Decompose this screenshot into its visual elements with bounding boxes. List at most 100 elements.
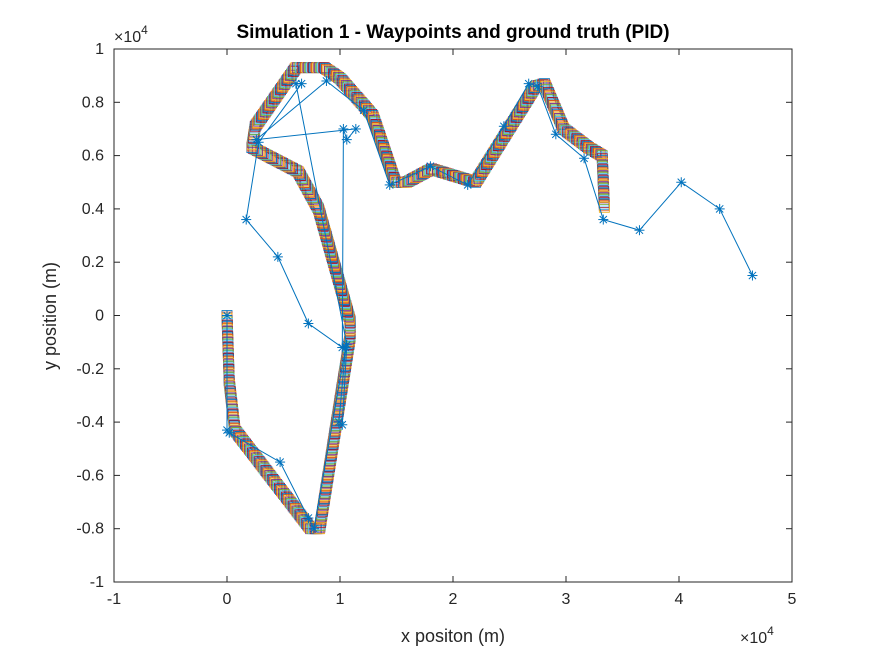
- waypoint-layer: [222, 75, 758, 534]
- ground-truth-marker: [433, 165, 445, 177]
- ground-truth-marker: [375, 134, 387, 146]
- ground-truth-marker: [384, 161, 396, 173]
- x-tick-label: 5: [788, 591, 797, 608]
- axes-background: [114, 49, 792, 582]
- x-exponent-power: 4: [767, 624, 774, 638]
- waypoint-marker: [296, 78, 307, 89]
- waypoint-marker: [303, 513, 314, 524]
- ground-truth-marker: [330, 264, 342, 276]
- ground-truth-marker: [432, 165, 444, 177]
- ground-truth-marker: [456, 172, 468, 184]
- ground-truth-marker: [254, 146, 266, 158]
- ground-truth-marker: [442, 168, 454, 180]
- ground-truth-marker: [327, 254, 339, 265]
- waypoint-marker-stroke: [297, 79, 306, 88]
- ground-truth-marker: [382, 154, 394, 165]
- ground-truth-marker: [333, 72, 345, 83]
- ground-truth-marker: [344, 313, 356, 325]
- ground-truth-marker: [330, 266, 342, 278]
- ground-truth-marker: [343, 312, 355, 324]
- waypoint-marker: [275, 457, 286, 468]
- y-tick-label: 0.2: [82, 254, 104, 271]
- ground-truth-marker: [327, 255, 339, 267]
- ground-truth-marker: [326, 249, 337, 261]
- svg-text:×104: ×104: [740, 624, 774, 647]
- waypoint-marker: [550, 129, 561, 140]
- ground-truth-marker: [374, 131, 386, 143]
- ground-truth-marker: [302, 519, 314, 531]
- waypoint-marker-stroke: [359, 106, 368, 115]
- ground-truth-marker: [368, 113, 380, 125]
- ground-truth-marker: [326, 251, 338, 262]
- ground-truth-marker: [340, 298, 351, 310]
- ground-truth-marker: [379, 146, 391, 158]
- ground-truth-marker: [383, 158, 395, 170]
- ground-truth-marker: [318, 223, 330, 235]
- ground-truth-marker: [435, 166, 447, 178]
- ground-truth-marker: [337, 290, 349, 302]
- ground-truth-marker: [376, 135, 387, 147]
- waypoint-marker-stroke: [580, 154, 589, 163]
- ground-truth-marker: [525, 87, 537, 99]
- ground-truth-marker: [384, 160, 396, 171]
- ground-truth-marker: [370, 120, 382, 132]
- waypoint-marker-stroke: [223, 311, 231, 320]
- ground-truth-marker: [455, 172, 466, 184]
- waypoint-marker-stroke: [463, 180, 472, 189]
- waypoint-marker: [579, 153, 590, 164]
- waypoint-marker-stroke: [252, 135, 261, 144]
- waypoint-marker-stroke: [385, 180, 394, 189]
- ground-truth-marker: [386, 166, 398, 178]
- ground-truth-marker: [328, 257, 340, 268]
- ground-truth-marker: [377, 138, 388, 150]
- y-tick-label: -0.6: [76, 467, 104, 484]
- ground-truth-marker: [317, 218, 329, 230]
- ground-truth-marker: [377, 140, 389, 152]
- ground-truth-marker: [380, 149, 392, 161]
- waypoint-marker: [523, 78, 534, 89]
- ground-truth-marker: [375, 132, 386, 144]
- ground-truth-marker: [318, 221, 330, 233]
- ground-truth-marker: [555, 116, 567, 128]
- waypoint-marker: [634, 225, 645, 236]
- x-exponent-base: ×10: [740, 630, 767, 647]
- waypoint-marker: [321, 75, 332, 86]
- y-tick-label: 0.8: [82, 94, 104, 111]
- waypoint-marker-stroke: [533, 82, 542, 91]
- waypoint-marker: [222, 310, 232, 321]
- ground-truth-marker: [429, 164, 440, 176]
- ground-truth-marker: [376, 137, 388, 149]
- x-tick-label: 0: [223, 591, 232, 608]
- ground-truth-marker: [324, 244, 336, 256]
- waypoint-marker: [272, 251, 283, 262]
- svg-text:×104: ×104: [114, 23, 148, 46]
- ground-truth-marker: [589, 146, 601, 158]
- x-tick-label: 3: [562, 591, 571, 608]
- waypoint-marker: [676, 177, 687, 188]
- x-tick-label: -1: [107, 591, 121, 608]
- ground-truth-marker: [378, 142, 389, 153]
- ground-truth-marker: [367, 111, 379, 123]
- waypoint-marker: [598, 214, 609, 225]
- waypoint-marker-stroke: [291, 79, 300, 88]
- waypoint-marker: [498, 121, 509, 132]
- waypoint-marker: [241, 214, 252, 225]
- waypoint-marker: [251, 134, 262, 145]
- ground-truth-marker: [369, 117, 381, 129]
- ground-truth-marker: [339, 295, 350, 307]
- ground-truth-marker: [382, 155, 394, 167]
- ground-truth-marker: [453, 171, 465, 183]
- ground-truth-marker: [439, 167, 451, 179]
- ground-truth-marker: [338, 292, 350, 304]
- waypoint-marker: [224, 427, 235, 438]
- y-tick-label: -0.2: [76, 361, 104, 378]
- ground-truth-marker: [381, 152, 393, 164]
- ground-truth-marker: [331, 267, 343, 279]
- waypoint-marker-stroke: [551, 130, 560, 139]
- ground-truth-marker: [343, 310, 355, 322]
- chart-title: Simulation 1 - Waypoints and ground trut…: [236, 22, 669, 43]
- ground-truth-marker: [325, 246, 337, 258]
- ground-truth-marker: [378, 143, 390, 155]
- waypoint-marker-stroke: [635, 226, 644, 235]
